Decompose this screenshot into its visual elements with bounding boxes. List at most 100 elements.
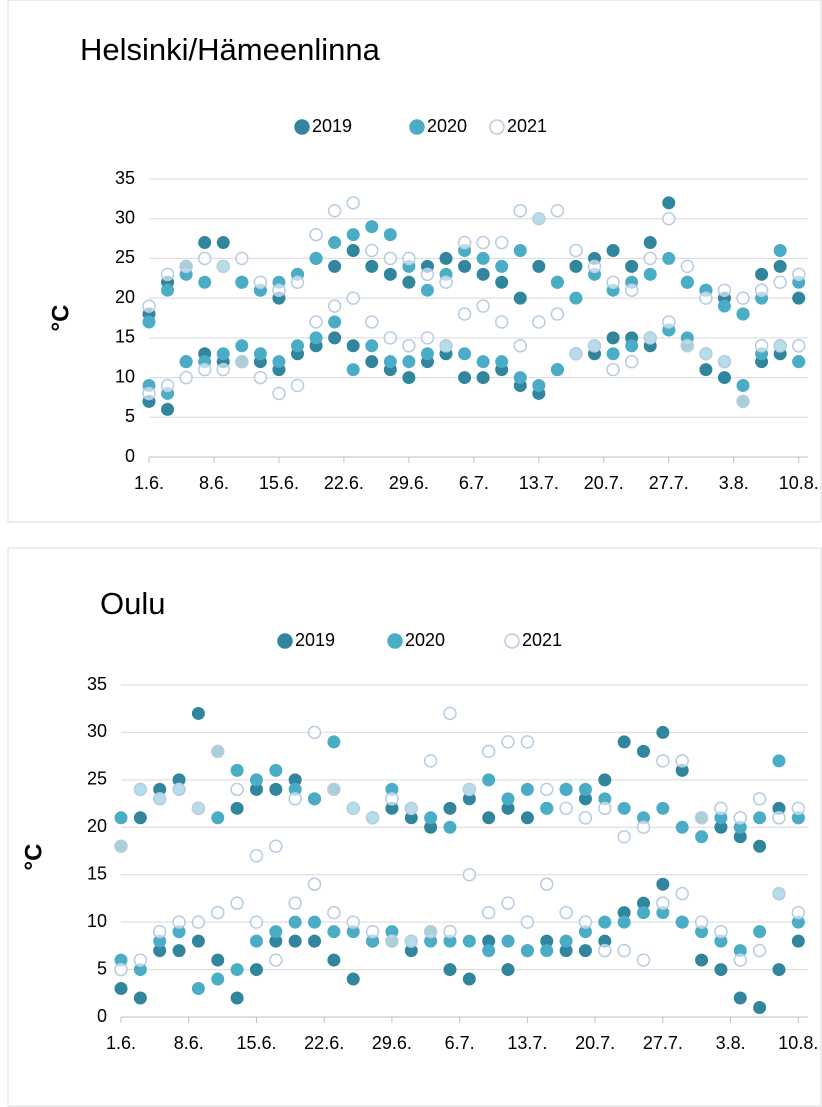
data-point <box>532 211 546 226</box>
data-point <box>290 378 305 393</box>
data-point <box>458 347 472 361</box>
data-point <box>443 820 457 834</box>
data-point <box>365 339 379 353</box>
legend-marker <box>489 119 505 135</box>
data-point <box>717 299 731 313</box>
data-point <box>211 905 225 920</box>
legend-label: 2019 <box>295 630 335 650</box>
data-point <box>462 972 476 986</box>
data-point <box>624 354 639 369</box>
data-point <box>216 259 231 274</box>
data-point <box>443 963 457 977</box>
data-point <box>643 251 657 266</box>
data-point <box>578 944 592 958</box>
x-tick-label: 3.8. <box>716 1033 746 1053</box>
data-point <box>383 267 397 281</box>
data-point <box>481 905 496 920</box>
x-tick-label: 20.7. <box>575 1033 615 1053</box>
legend-label: 2021 <box>507 116 547 136</box>
data-point <box>773 259 787 273</box>
y-axis-label: °C <box>47 305 74 332</box>
data-point <box>714 924 728 939</box>
x-tick-label: 3.8. <box>719 473 749 493</box>
data-point <box>198 236 212 250</box>
x-tick-label: 22.6. <box>324 473 364 493</box>
x-tick-label: 22.6. <box>304 1033 344 1053</box>
data-point <box>269 839 283 854</box>
data-point <box>773 275 787 290</box>
data-point <box>365 220 379 234</box>
data-point <box>457 307 472 321</box>
data-point <box>772 963 786 977</box>
y-tick-label: 10 <box>87 911 107 931</box>
data-point <box>385 934 399 948</box>
data-point <box>482 944 496 958</box>
data-point <box>773 339 787 353</box>
data-point <box>230 991 244 1005</box>
data-point <box>617 830 631 844</box>
data-point <box>617 801 631 815</box>
data-point <box>249 773 263 787</box>
data-point <box>346 196 360 210</box>
data-point <box>606 362 620 377</box>
x-tick-label: 8.6. <box>174 1033 204 1053</box>
data-point <box>308 792 322 806</box>
data-point <box>327 782 341 797</box>
data-point <box>365 259 379 273</box>
data-point <box>733 991 747 1005</box>
data-point <box>365 355 379 369</box>
data-point <box>624 283 639 297</box>
data-point <box>520 735 535 749</box>
data-point <box>482 773 496 787</box>
data-point <box>773 243 787 257</box>
data-point <box>253 275 268 290</box>
data-point <box>211 811 225 825</box>
data-point <box>404 934 419 948</box>
data-point <box>235 339 249 353</box>
data-point <box>559 934 573 948</box>
legend-label: 2020 <box>405 630 445 650</box>
data-point <box>606 275 620 290</box>
data-point <box>559 782 573 796</box>
data-point <box>443 924 457 939</box>
x-tick-label: 13.7. <box>507 1033 547 1053</box>
data-point <box>476 267 490 281</box>
data-point <box>249 934 263 948</box>
data-point <box>420 267 435 282</box>
data-point <box>791 801 806 816</box>
x-tick-label: 29.6. <box>372 1033 412 1053</box>
data-point <box>559 801 573 816</box>
data-point <box>328 259 342 273</box>
legend-marker <box>409 119 425 135</box>
data-point <box>423 754 438 768</box>
data-point <box>791 267 806 282</box>
data-point <box>462 782 477 797</box>
data-point <box>476 235 490 250</box>
data-point <box>365 315 379 329</box>
data-point <box>114 962 128 977</box>
data-point <box>598 915 612 929</box>
data-point <box>733 953 748 967</box>
data-point <box>291 339 305 353</box>
data-point <box>142 386 156 401</box>
y-tick-label: 20 <box>115 287 135 307</box>
data-point <box>142 299 156 313</box>
data-point <box>462 934 476 948</box>
data-point <box>717 371 731 385</box>
data-point <box>598 801 612 816</box>
data-point <box>253 370 268 385</box>
data-point <box>656 877 670 891</box>
data-point <box>494 235 509 250</box>
data-point <box>656 725 670 739</box>
data-point <box>520 811 534 825</box>
data-point <box>249 915 264 929</box>
data-point <box>520 915 535 929</box>
data-point <box>513 291 527 305</box>
data-point <box>235 354 249 369</box>
chart-title: Oulu <box>100 586 165 621</box>
data-point <box>327 204 342 218</box>
data-point <box>550 307 565 321</box>
data-point <box>791 339 806 353</box>
data-point <box>457 235 472 250</box>
data-point <box>755 267 769 281</box>
